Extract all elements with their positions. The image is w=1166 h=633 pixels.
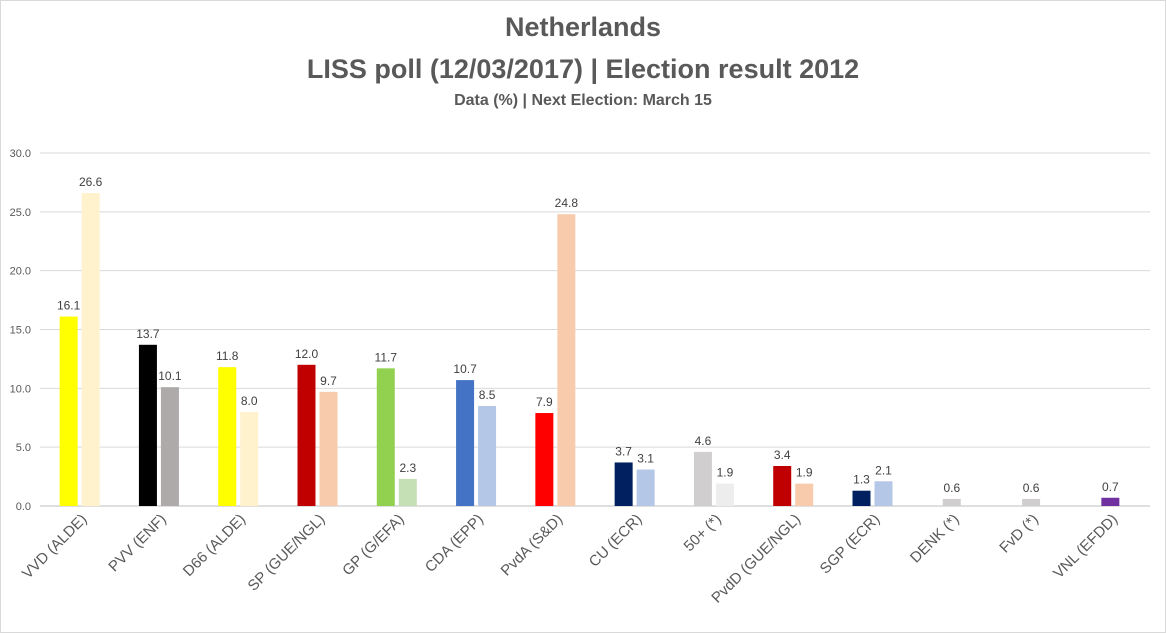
y-tick-label: 25.0 xyxy=(10,207,31,219)
data-label: 26.6 xyxy=(79,175,103,189)
bar-election-2012 xyxy=(874,481,893,506)
data-label: 1.3 xyxy=(853,473,870,487)
data-label: 9.7 xyxy=(320,374,337,388)
x-tick-label: SP (GUE/NGL) xyxy=(245,511,329,595)
y-tick-label: 20.0 xyxy=(10,266,31,278)
bar-election-2012 xyxy=(478,405,497,506)
bar-poll xyxy=(535,413,554,506)
bar-poll xyxy=(376,368,395,506)
bar-election-2012 xyxy=(398,478,417,506)
x-tick-label: 50+ (*) xyxy=(681,511,725,555)
data-label: 2.1 xyxy=(875,463,892,477)
y-tick-label: 5.0 xyxy=(16,442,31,454)
y-axis: 0.0 5.0 10.0 15.0 20.0 25.0 30.0 xyxy=(10,148,31,513)
bar-poll xyxy=(1022,498,1041,506)
chart-subtitle: LISS poll (12/03/2017) | Election result… xyxy=(306,54,860,84)
x-tick-label: D66 (ALDE) xyxy=(180,511,249,580)
bar-election-2012 xyxy=(319,391,338,506)
data-label: 13.7 xyxy=(136,327,160,341)
data-label: 7.9 xyxy=(536,395,553,409)
data-label: 3.1 xyxy=(637,452,654,466)
x-tick-label: VVD (ALDE) xyxy=(19,511,91,583)
x-tick-label: PvdD (GUE/NGL) xyxy=(708,511,804,607)
data-label: 3.4 xyxy=(774,448,791,462)
data-label: 0.7 xyxy=(1102,480,1119,494)
data-label: 10.7 xyxy=(453,362,477,376)
data-label: 4.6 xyxy=(695,434,712,448)
data-label: 8.0 xyxy=(241,394,258,408)
data-label: 11.8 xyxy=(216,349,239,363)
bar-poll xyxy=(852,490,871,506)
x-tick-label: FvD (*) xyxy=(996,511,1042,557)
y-tick-label: 15.0 xyxy=(10,325,31,337)
data-label: 12.0 xyxy=(295,347,319,361)
bar-poll xyxy=(297,364,316,506)
bar-poll xyxy=(218,367,237,506)
data-label: 10.1 xyxy=(158,369,182,383)
bar-election-2012 xyxy=(160,387,179,506)
x-tick-label: PVV (ENF) xyxy=(105,511,169,575)
y-tick-label: 30.0 xyxy=(10,148,31,160)
x-tick-label: CU (ECR) xyxy=(586,511,646,571)
data-label: 0.6 xyxy=(943,481,960,495)
bar-poll xyxy=(456,380,475,506)
x-tick-label: DENK (*) xyxy=(907,511,963,567)
data-label: 1.9 xyxy=(796,466,813,480)
bar-poll xyxy=(614,462,633,506)
x-tick-label: SGP (ECR) xyxy=(817,511,884,578)
data-labels: 16.1 26.6 13.7 10.1 11.8 8.0 12.09.7 11.7 2.3 10.… xyxy=(57,175,1119,495)
x-tick-label: GP (G/EFA) xyxy=(339,511,407,579)
bar-election-2012 xyxy=(81,193,100,507)
x-tick-label: VNL (EFDD) xyxy=(1050,511,1121,582)
data-label: 24.8 xyxy=(555,196,579,210)
bar-election-2012 xyxy=(715,483,734,506)
bar-poll xyxy=(59,316,78,506)
bar-election-2012 xyxy=(557,214,576,507)
bar-poll xyxy=(942,498,961,506)
data-label: 2.3 xyxy=(399,461,416,475)
y-tick-label: 10.0 xyxy=(10,383,31,395)
bar-election-2012 xyxy=(795,483,814,506)
gridlines xyxy=(40,152,1150,507)
bar-poll xyxy=(1101,497,1120,506)
bar-election-2012 xyxy=(636,469,655,506)
bars xyxy=(59,193,1120,507)
data-label: 8.5 xyxy=(479,388,496,402)
bar-election-2012 xyxy=(240,411,259,506)
y-tick-label: 0.0 xyxy=(16,501,31,513)
x-tick-label: CDA (EPP) xyxy=(422,511,487,576)
data-label: 16.1 xyxy=(57,299,81,313)
chart-note: Data (%) | Next Election: March 15 xyxy=(454,92,712,109)
data-label: 3.7 xyxy=(615,444,632,458)
bar-poll xyxy=(138,344,157,506)
x-tick-label: PvdA (S&D) xyxy=(498,511,567,580)
data-label: 0.6 xyxy=(1023,481,1040,495)
bar-poll xyxy=(773,465,792,506)
data-label: 1.9 xyxy=(717,466,734,480)
data-label: 11.7 xyxy=(375,350,398,364)
bar-poll xyxy=(693,451,712,506)
chart-title: Netherlands xyxy=(504,12,662,42)
x-axis: VVD (ALDE) PVV (ENF) D66 (ALDE)SP (GUE/NGL… xyxy=(19,511,1121,607)
